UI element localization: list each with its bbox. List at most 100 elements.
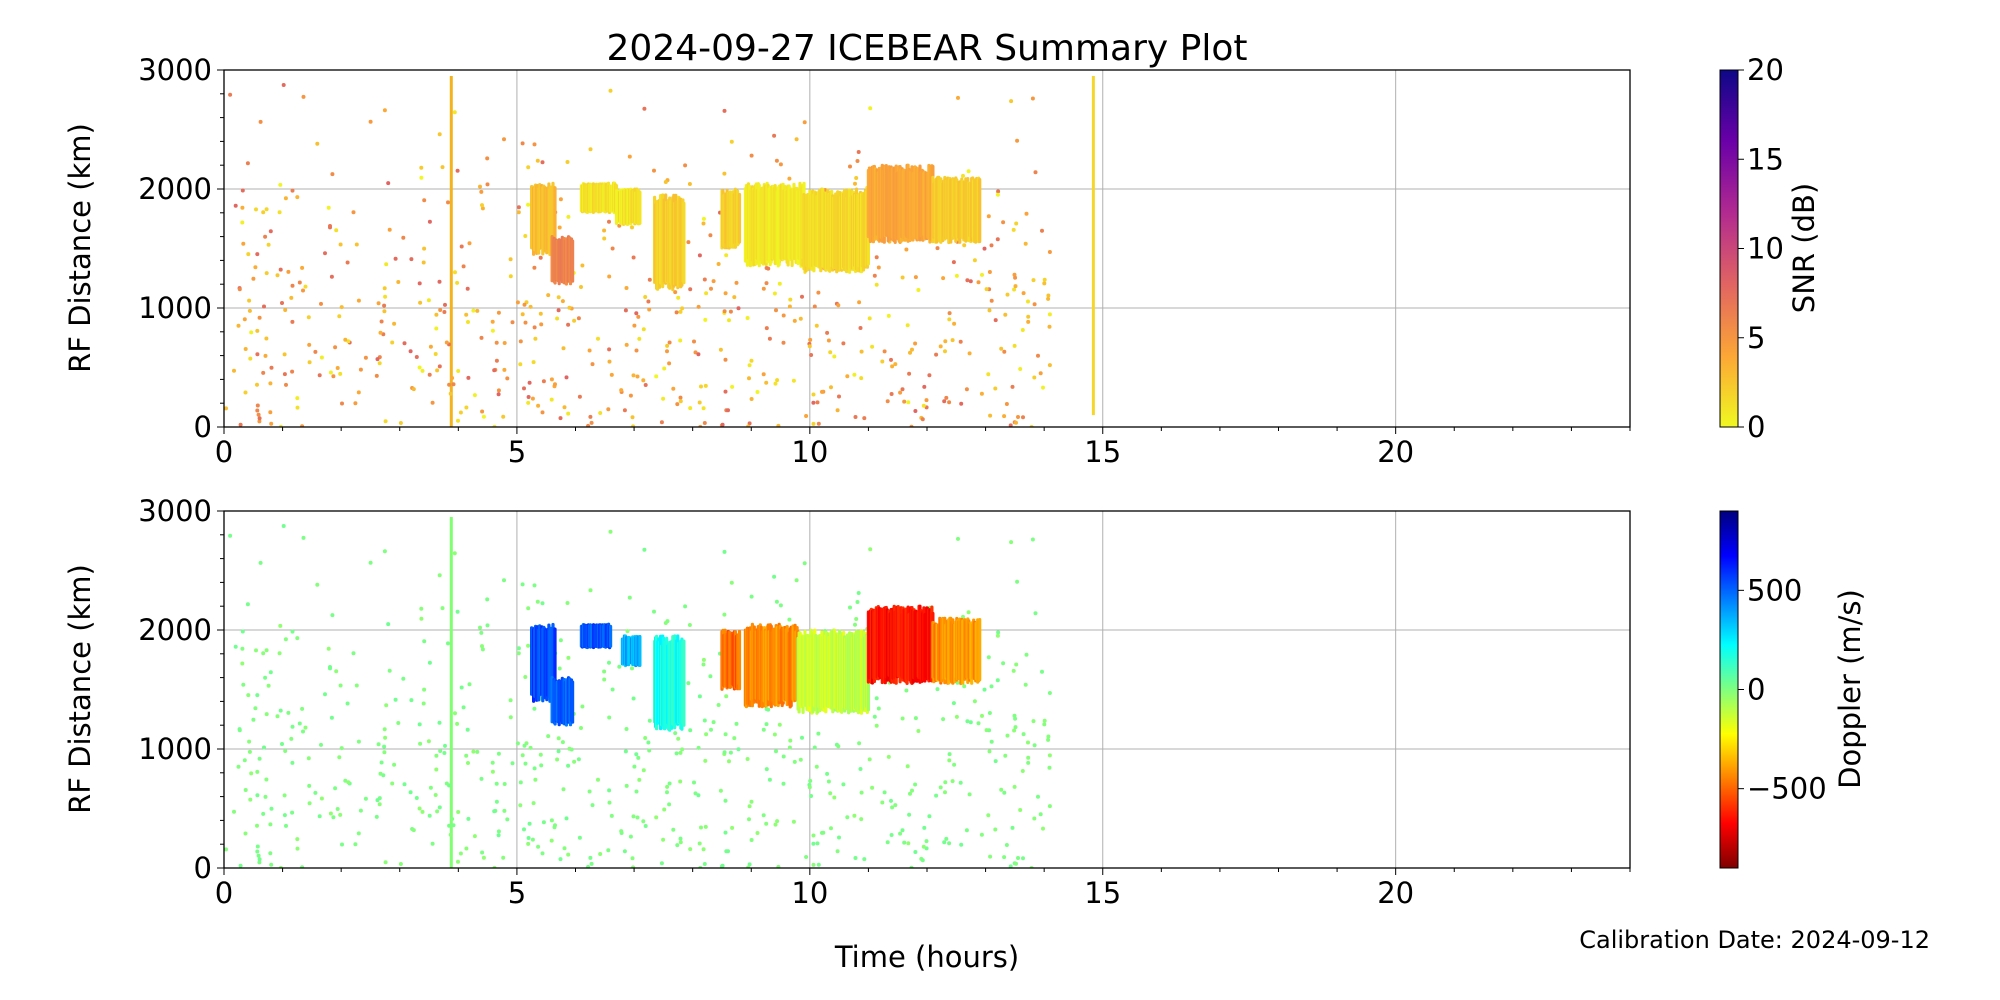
snr-scatter-point [927, 373, 932, 378]
snr-scatter-point [382, 309, 387, 314]
doppler-scatter-point [480, 850, 485, 855]
snr-scatter-point [264, 271, 269, 276]
snr-scatter-point [995, 237, 1000, 242]
doppler-scatter-point [671, 827, 676, 832]
snr-scatter-point [910, 347, 914, 352]
doppler-scatter-point [811, 833, 816, 838]
doppler-scatter-point [868, 547, 873, 552]
snr-scatter-point [775, 378, 780, 383]
doppler-scatter-point [247, 739, 252, 744]
snr-scatter-point [263, 234, 268, 239]
doppler-scatter-point [636, 755, 641, 760]
doppler-scatter-point [243, 788, 248, 792]
snr-scatter-point [351, 210, 356, 215]
snr-x-tick-label: 5 [508, 435, 526, 469]
doppler-scatter-point [816, 862, 821, 867]
doppler-scatter-point [555, 757, 560, 762]
doppler-colorbar: −500 0 500 Doppler (m/s) [1719, 510, 1867, 869]
doppler-scatter-point [396, 721, 401, 725]
snr-scatter-point [699, 384, 703, 389]
snr-scatter-point [874, 282, 879, 287]
doppler-scatter-point [749, 799, 754, 804]
snr-scatter-point [1032, 302, 1037, 307]
snr-scatter-point [708, 233, 713, 238]
doppler-scatter-point [607, 800, 612, 805]
doppler-scatter-point [553, 823, 557, 828]
snr-scatter-point [466, 320, 470, 324]
doppler-scatter-point [257, 857, 262, 862]
doppler-scatter-point [566, 852, 571, 857]
snr-scatter-point [893, 362, 898, 367]
doppler-scatter-point [1020, 769, 1025, 773]
snr-scatter-point [1015, 138, 1020, 143]
doppler-scatter-point [258, 560, 263, 565]
doppler-scatter-point [1003, 753, 1008, 758]
snr-x-tick-label: 15 [1084, 435, 1121, 469]
snr-scatter-point [438, 308, 443, 312]
doppler-scatter-point [942, 840, 947, 845]
snr-scatter-point [526, 165, 531, 170]
snr-scatter-point [767, 336, 772, 341]
doppler-scatter-point [598, 852, 603, 856]
doppler-scatter-point [264, 777, 269, 782]
snr-scatter-point [907, 371, 912, 376]
doppler-scatter-point [726, 849, 730, 854]
doppler-scatter-point [609, 813, 614, 818]
doppler-scatter-point [606, 848, 611, 853]
snr-scatter-point [792, 318, 797, 323]
doppler-scatter-point [334, 669, 339, 674]
doppler-scatter-point [456, 859, 460, 864]
doppler-scatter-point [934, 793, 939, 798]
snr-scatter-point [337, 314, 342, 319]
snr-clusters [529, 163, 982, 292]
snr-scatter-point [354, 242, 359, 247]
snr-scatter-point [254, 207, 258, 212]
doppler-scatter-point [1015, 579, 1020, 584]
doppler-scatter-point [254, 648, 258, 653]
doppler-scatter-point [328, 665, 332, 669]
snr-x-tick-label: 10 [791, 435, 828, 469]
snr-scatter-point [938, 344, 943, 349]
snr-scatter-point [867, 316, 872, 321]
snr-scatter-point [553, 382, 557, 387]
doppler-scatter-point [586, 864, 591, 868]
snr-scatter-point [662, 366, 667, 371]
snr-scatter-point [720, 422, 725, 427]
doppler-scatter-point [654, 815, 659, 820]
snr-scatter-point [1002, 414, 1007, 419]
snr-scatter-point [1002, 349, 1007, 354]
snr-scatter-point [1032, 375, 1037, 380]
doppler-scatter-point [982, 687, 987, 692]
snr-scatter-point [555, 316, 560, 321]
snr-scatter-point [496, 392, 501, 397]
snr-y-tick-label: 1000 [138, 291, 212, 325]
snr-scatter-point [532, 265, 537, 270]
snr-scatter-point [422, 246, 427, 251]
snr-echo-cluster [579, 181, 619, 215]
snr-scatter-point [811, 392, 816, 397]
snr-y-tick-label: 2000 [138, 172, 212, 206]
doppler-scatter-point [965, 719, 970, 724]
doppler-scatter-point [761, 813, 766, 818]
doppler-scatter-point [284, 823, 288, 828]
snr-scatter-point [264, 336, 269, 341]
doppler-scatter-point [456, 810, 461, 814]
doppler-scatter-point [465, 727, 470, 732]
doppler-scatter-point [354, 683, 359, 688]
doppler-echo-cluster [796, 628, 871, 715]
snr-scatter-point [224, 406, 228, 411]
snr-scatter-point [723, 389, 728, 394]
snr-scatter-point [538, 311, 543, 316]
snr-scatter-point [829, 385, 833, 390]
snr-scatter-point [853, 415, 858, 419]
snr-scatter-point [663, 180, 668, 184]
snr-scatter-point [624, 342, 629, 347]
snr-scatter-point [576, 316, 581, 321]
doppler-scatter-point [708, 674, 713, 679]
doppler-scatter-point [300, 865, 305, 868]
doppler-scatter-point [508, 715, 513, 720]
snr-scatter-point [255, 328, 260, 333]
snr-scatter-point [401, 235, 406, 240]
doppler-scatter-point [315, 582, 320, 587]
doppler-scatter-point [522, 743, 527, 748]
